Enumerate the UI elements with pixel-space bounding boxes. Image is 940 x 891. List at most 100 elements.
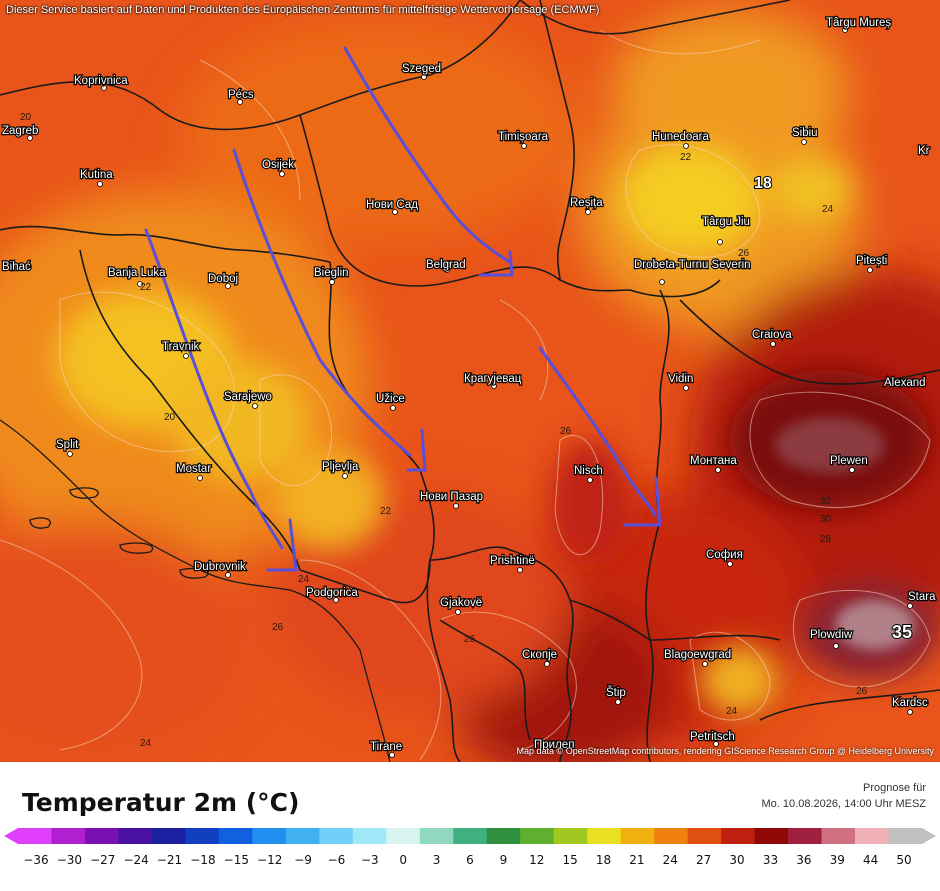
data-source-banner: Dieser Service basiert auf Daten und Pro…: [6, 4, 600, 16]
city-label: Скопје: [522, 649, 557, 661]
scale-tick-label: 30: [729, 853, 744, 867]
scale-swatch: [252, 828, 287, 844]
scale-tick-label: 50: [896, 853, 911, 867]
isotherm-label: 30: [820, 514, 832, 525]
scale-swatch: [151, 828, 187, 844]
city-labels: Koprivnica Pécs Szeged Zagreb Kutina Osi…: [1, 16, 937, 754]
city-label: Bihać: [2, 261, 31, 273]
scale-tick-label: 6: [466, 853, 474, 867]
city-label: Pitești: [856, 255, 887, 267]
scale-swatch: [788, 828, 823, 844]
scale-swatch: [620, 828, 655, 844]
scale-swatch: [888, 828, 923, 844]
scale-tick-label: −6: [328, 853, 346, 867]
forecast-time: Mo. 10.08.2026, 14:00 Uhr MESZ: [761, 798, 926, 810]
city-label: Нови Сад: [366, 199, 418, 211]
scale-swatch: [486, 828, 521, 844]
scale-tick-label: 33: [763, 853, 778, 867]
city-label: Vidin: [668, 373, 693, 385]
isotherm-label: 24: [726, 706, 738, 717]
scale-swatch: [51, 828, 86, 844]
city-label: Pécs: [228, 89, 254, 101]
city-label: Drobeta-Turnu Severin: [634, 259, 751, 271]
city-label: Podgorica: [306, 587, 358, 599]
city-label: Štip: [606, 686, 626, 699]
arrow-east: [538, 346, 657, 517]
city-label: Монтана: [690, 455, 737, 467]
scale-tick-label: 18: [596, 853, 611, 867]
scale-max-arrow: [922, 828, 936, 844]
isotherm-label: 28: [820, 534, 832, 545]
city-label: Sibiu: [792, 127, 818, 139]
city-label: Blagoewgrad: [664, 649, 731, 661]
city-label: Nisch: [574, 465, 603, 477]
city-label: Bieglin: [314, 267, 349, 279]
city-label: Târgu Mureș: [826, 17, 891, 29]
scale-swatch: [84, 828, 120, 844]
city-label: Прилеп: [534, 739, 574, 751]
scale-swatch: [587, 828, 622, 844]
city-label: Travnik: [162, 341, 200, 353]
scale-tick-label: 0: [399, 853, 407, 867]
scale-swatch: [821, 828, 856, 844]
arrow-west: [144, 228, 284, 550]
scale-swatch: [754, 828, 789, 844]
city-label: Kr: [918, 145, 930, 157]
city-label: Крагујевац: [464, 373, 522, 385]
legend-panel: Temperatur 2m (°C) Prognose für Mo. 10.0…: [0, 762, 940, 891]
city-label: Zagreb: [2, 125, 38, 137]
isotherm-label: 22: [680, 152, 692, 163]
isotherm-label: 20: [164, 412, 176, 423]
isotherm-label: 20: [20, 112, 32, 123]
scale-swatch: [855, 828, 890, 844]
isotherm-contours: [0, 29, 931, 761]
scale-tick-label: 15: [563, 853, 578, 867]
scale-tick-label: 24: [663, 853, 678, 867]
scale-tick-label: −12: [257, 853, 282, 867]
city-label: Szeged: [402, 63, 441, 75]
city-label: Sarajewo: [224, 391, 272, 403]
scale-swatch: [185, 828, 220, 844]
city-label: Hunedoara: [652, 131, 710, 143]
arrow-center: [232, 148, 412, 457]
city-label: Kardsc: [892, 697, 928, 709]
city-label: Stara: [908, 591, 936, 603]
isotherm-label: 26: [856, 686, 868, 697]
city-label: Užice: [376, 393, 405, 405]
city-label: Plewen: [830, 455, 868, 467]
scale-tick-label: −36: [23, 853, 48, 867]
city-label: Petritsch: [690, 731, 735, 743]
isotherm-label: 32: [820, 496, 832, 507]
scale-swatch: [18, 828, 53, 844]
forecast-label: Prognose für: [863, 782, 926, 794]
scale-tick-label: −15: [224, 853, 249, 867]
temperature-map[interactable]: Koprivnica Pécs Szeged Zagreb Kutina Osi…: [0, 0, 940, 762]
scale-tick-label: 44: [863, 853, 878, 867]
city-label: Timișoara: [498, 131, 549, 143]
city-label: София: [706, 549, 743, 561]
scale-min-arrow: [4, 828, 18, 844]
isotherm-labels: 20 22 22 18 24 26 22 20 24 26 26 24 28 3…: [20, 112, 913, 749]
arrow-north: [343, 46, 512, 264]
isotherm-label: 26: [464, 634, 476, 645]
city-label: Doboj: [208, 273, 238, 285]
city-label: Alexand: [884, 377, 926, 389]
isotherm-label: 18: [754, 175, 772, 192]
scale-swatch: [687, 828, 722, 844]
scale-tick-label: 3: [433, 853, 441, 867]
scale-tick-label: 36: [796, 853, 811, 867]
city-label: Tirane: [370, 741, 402, 753]
scale-tick-label: −27: [90, 853, 115, 867]
scale-swatch: [319, 828, 354, 844]
scale-swatch: [419, 828, 454, 844]
wind-arrows: [144, 46, 662, 572]
city-label: Нови Пазар: [420, 491, 483, 503]
city-label: Reșița: [570, 197, 603, 209]
scale-tick-label: 9: [500, 853, 508, 867]
city-label: Târgu Jiu: [702, 216, 750, 228]
city-label: Osijek: [262, 159, 294, 171]
scale-swatch: [118, 828, 153, 844]
scale-swatch: [218, 828, 253, 844]
scale-tick-label: −3: [361, 853, 379, 867]
isotherm-label: 22: [140, 282, 152, 293]
